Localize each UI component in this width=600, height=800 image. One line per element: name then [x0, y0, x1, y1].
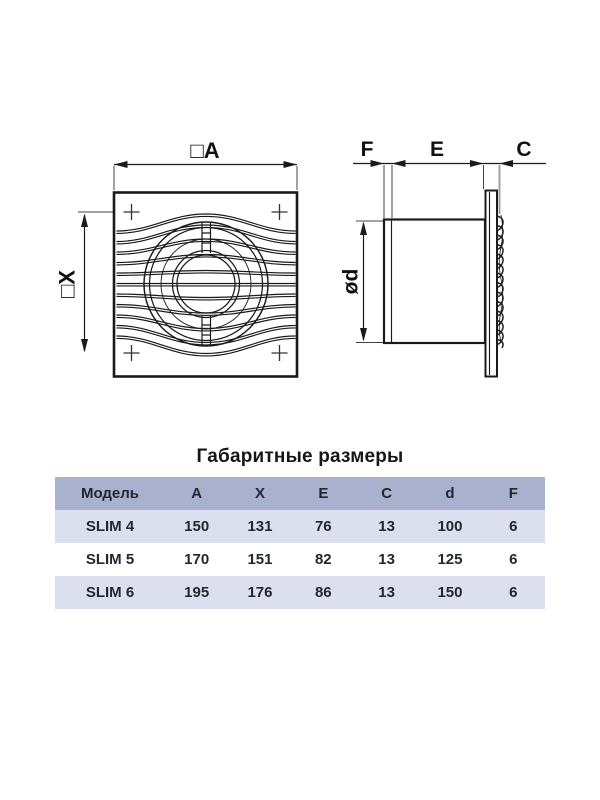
dimension-A: □A	[113, 138, 298, 190]
front-view-drawing: □A □X	[55, 138, 299, 378]
dimension-X: □X	[55, 211, 138, 353]
arrow-left-icon	[392, 160, 406, 167]
arrow-up-icon	[360, 221, 367, 235]
dimension-label-e: E	[430, 138, 444, 161]
arrow-up-icon	[81, 213, 88, 227]
value-cell: 150	[437, 584, 463, 601]
value-cell: 13	[378, 551, 395, 568]
dimension-d: ød	[340, 220, 383, 343]
value-cell: 82	[314, 551, 332, 568]
value-cell: 6	[509, 551, 518, 568]
arrow-right-icon	[470, 160, 484, 167]
table-header-row: Модель A X E C d F	[55, 477, 545, 510]
column-header-x: X	[254, 485, 265, 502]
fan-duct-body	[382, 218, 487, 345]
model-cell: SLIM 5	[85, 551, 135, 568]
column-header-c: C	[381, 485, 393, 502]
dimension-FEC: F E C	[353, 138, 546, 218]
side-view-drawing: F E C	[340, 138, 546, 378]
value-cell: 86	[314, 584, 332, 601]
grille-tie-bars	[201, 223, 212, 345]
dimension-drawings: □A □X	[55, 138, 546, 378]
column-header-e: E	[318, 485, 329, 502]
value-cell: 170	[184, 551, 210, 568]
value-cell: 13	[378, 584, 395, 601]
value-cell: 151	[247, 551, 273, 568]
value-cell: 125	[437, 551, 463, 568]
arrow-left-icon	[499, 160, 513, 167]
value-cell: 195	[184, 584, 210, 601]
value-cell: 100	[437, 518, 463, 535]
column-header-model: Модель	[80, 485, 140, 502]
arrow-down-icon	[360, 328, 367, 342]
column-header-d: d	[445, 485, 455, 502]
dimension-label-f: F	[361, 138, 374, 161]
value-cell: 176	[247, 584, 273, 601]
model-cell: SLIM 4	[85, 518, 135, 535]
value-cell: 76	[314, 518, 332, 535]
model-cell: SLIM 6	[85, 584, 135, 601]
side-grille-louvres	[496, 214, 504, 349]
value-cell: 131	[247, 518, 273, 535]
arrow-down-icon	[81, 339, 88, 353]
fan-front-frame	[112, 191, 299, 378]
dimension-label-c: C	[516, 138, 531, 161]
value-cell: 6	[509, 518, 518, 535]
dimension-label-x: □X	[55, 270, 80, 298]
arrow-left-icon	[114, 161, 128, 168]
arrow-right-icon	[283, 161, 297, 168]
value-cell: 13	[378, 518, 395, 535]
table-title: Габаритные размеры	[196, 446, 404, 467]
column-header-a: A	[191, 485, 203, 502]
column-header-f: F	[508, 485, 518, 502]
arrow-right-icon	[370, 160, 384, 167]
dimension-label-diameter: ød	[340, 269, 363, 295]
table-row-slim5: SLIM 5 170 151 82 13 125 6	[55, 543, 545, 576]
dimensions-table: Модель A X E C d F SLIM 4 150 131 76 13 …	[55, 477, 545, 609]
table-row-slim6: SLIM 6 195 176 86 13 150 6	[55, 576, 545, 609]
value-cell: 150	[184, 518, 210, 535]
table-row-slim4: SLIM 4 150 131 76 13 100 6	[55, 510, 545, 543]
front-grille-lines	[116, 213, 296, 357]
value-cell: 6	[509, 584, 518, 601]
screw-hole-marks	[123, 204, 288, 361]
dimension-label-a: □A	[190, 138, 219, 163]
fan-front-panel-edge	[484, 189, 498, 378]
